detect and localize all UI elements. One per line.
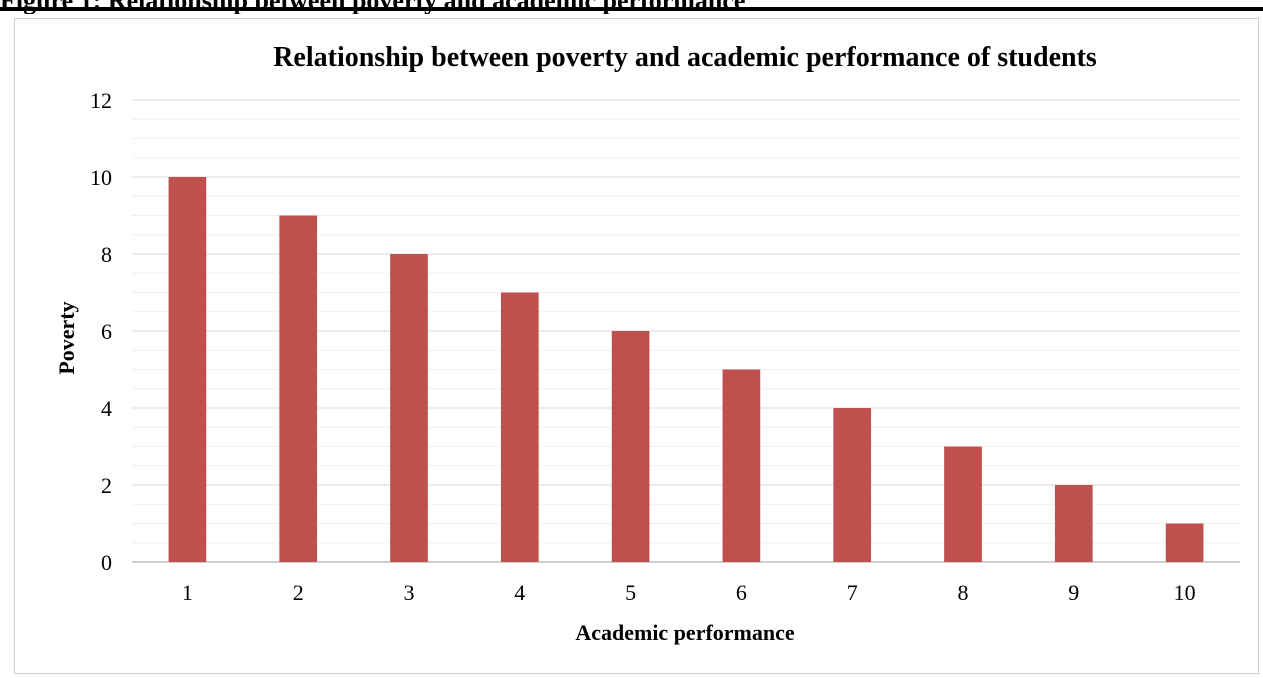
bar <box>722 369 761 562</box>
bar <box>1165 523 1204 562</box>
x-tick-label: 4 <box>514 580 525 605</box>
bar <box>279 215 318 562</box>
bar <box>168 177 207 562</box>
y-axis-tick-labels: 0 2 4 6 8 10 12 <box>90 88 112 575</box>
x-tick-label: 2 <box>293 580 304 605</box>
y-tick-label: 8 <box>101 242 112 267</box>
x-tick-label: 6 <box>736 580 747 605</box>
y-tick-label: 0 <box>101 550 112 575</box>
y-tick-label: 12 <box>90 88 112 113</box>
bar <box>390 254 428 562</box>
x-tick-label: 3 <box>404 580 415 605</box>
bars <box>168 177 1204 562</box>
x-tick-label: 8 <box>958 580 969 605</box>
x-tick-label: 5 <box>625 580 636 605</box>
bar <box>611 331 650 562</box>
bar <box>1054 485 1093 562</box>
chart-title: Relationship between poverty and academi… <box>273 42 1097 73</box>
caption-rule <box>0 7 1263 11</box>
x-axis-label: Academic performance <box>575 620 795 645</box>
x-tick-label: 1 <box>182 580 193 605</box>
x-tick-label: 7 <box>847 580 858 605</box>
x-tick-label: 9 <box>1068 580 1079 605</box>
x-tick-label: 10 <box>1174 580 1196 605</box>
y-tick-label: 6 <box>101 319 112 344</box>
x-axis-tick-labels: 1 2 3 4 5 6 7 8 9 10 <box>182 580 1196 605</box>
bar <box>500 292 539 562</box>
bar <box>944 446 982 562</box>
bar <box>833 408 872 562</box>
y-tick-label: 4 <box>101 396 112 421</box>
y-tick-label: 10 <box>90 165 112 190</box>
y-tick-label: 2 <box>101 473 112 498</box>
y-axis-label: Poverty <box>54 301 79 374</box>
chart-frame <box>14 18 1259 674</box>
